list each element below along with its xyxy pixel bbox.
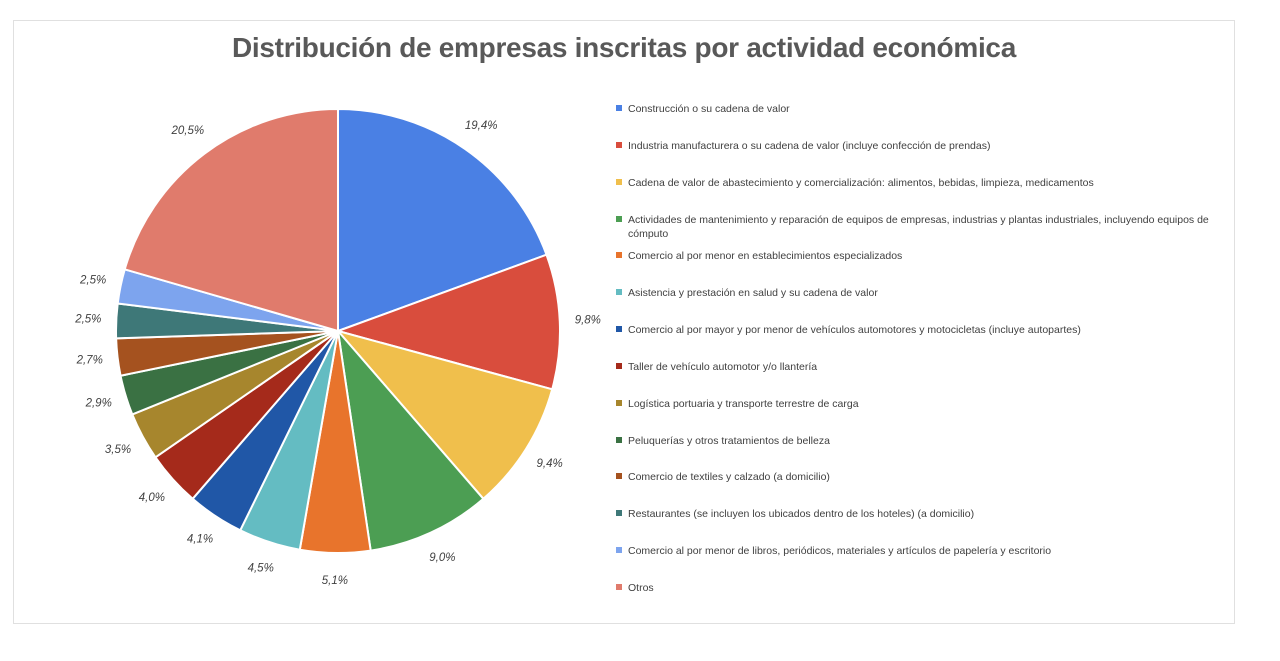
- slice-percent-label: 2,5%: [79, 275, 106, 287]
- slice-percent-label: 4,1%: [187, 533, 213, 545]
- legend-item: Cadena de valor de abastecimiento y come…: [616, 176, 1221, 213]
- legend-item: Comercio al por menor en establecimiento…: [616, 249, 1221, 286]
- legend-item: Peluquerías y otros tratamientos de bell…: [616, 434, 1221, 471]
- legend-label: Taller de vehículo automotor y/o llanter…: [628, 360, 818, 373]
- legend-marker-icon: [616, 105, 622, 111]
- legend-item: Industria manufacturera o su cadena de v…: [616, 139, 1221, 176]
- legend-item: Logística portuaria y transporte terrest…: [616, 397, 1221, 434]
- legend-label: Asistencia y prestación en salud y su ca…: [628, 287, 878, 300]
- legend-marker-icon: [616, 473, 622, 480]
- slice-percent-label: 19,4%: [465, 120, 498, 132]
- slice-percent-label: 4,0%: [139, 492, 165, 504]
- legend-label: Logística portuaria y transporte terrest…: [628, 397, 859, 410]
- legend-marker-icon: [616, 252, 622, 259]
- legend-marker-icon: [616, 326, 622, 333]
- legend-marker-icon: [616, 399, 622, 406]
- legend-label: Restaurantes (se incluyen los ubicados d…: [628, 508, 975, 521]
- legend-item: Comercio de textiles y calzado (a domici…: [616, 470, 1221, 507]
- legend-marker-icon: [616, 141, 622, 148]
- legend-marker-icon: [616, 547, 622, 554]
- slice-percent-label: 2,7%: [76, 354, 103, 366]
- legend-marker-icon: [616, 583, 622, 590]
- chart-legend: Construcción o su cadena de valor Industr…: [616, 102, 1221, 618]
- slice-percent-label: 2,9%: [85, 398, 112, 410]
- legend-marker-icon: [616, 178, 622, 185]
- legend-item: Construcción o su cadena de valor: [616, 102, 1221, 139]
- pie-slice-1[interactable]: [337, 108, 548, 332]
- legend-label: Industria manufacturera o su cadena de v…: [628, 139, 991, 152]
- chart-title: Distribución de empresas inscritas por a…: [232, 32, 1016, 63]
- slice-percent-label: 9,4%: [536, 458, 562, 470]
- legend-label: Comercio de textiles y calzado (a domici…: [628, 471, 830, 484]
- legend-item: Comercio al por menor de libros, periódi…: [616, 544, 1221, 581]
- legend-label: Comercio al por mayor y por menor de veh…: [628, 324, 1081, 337]
- pie-chart: 19,4% 9,8% 9,4% 9,0% 5,1% 4,5% 4,1% 4,0% 3,5% 2,9…: [74, 108, 601, 587]
- slice-percent-label: 4,5%: [248, 563, 274, 575]
- legend-item: Taller de vehículo automotor y/o llanter…: [616, 360, 1221, 397]
- legend-marker-icon: [616, 436, 622, 443]
- legend-item: Restaurantes (se incluyen los ubicados d…: [616, 507, 1221, 544]
- legend-label: Cadena de valor de abastecimiento y come…: [628, 176, 1094, 189]
- legend-marker-icon: [616, 362, 622, 369]
- legend-item: Otros: [616, 581, 1221, 618]
- chart-frame[interactable]: Distribución de empresas inscritas por a…: [13, 20, 1235, 624]
- pie-slice-2[interactable]: [337, 253, 561, 391]
- legend-marker-icon: [616, 510, 622, 517]
- legend-label: Actividades de mantenimiento y reparació…: [628, 213, 1209, 241]
- legend-label: Construcción o su cadena de valor: [628, 103, 790, 115]
- slice-percent-label: 3,5%: [105, 444, 131, 456]
- legend-item: Actividades de mantenimiento y reparació…: [616, 213, 1221, 250]
- pie-slice-14[interactable]: [123, 108, 339, 332]
- legend-marker-icon: [616, 289, 622, 296]
- legend-item: Comercio al por mayor y por menor de veh…: [616, 323, 1221, 360]
- legend-label: Comercio al por menor de libros, periódi…: [628, 545, 1052, 558]
- pie-slice-3[interactable]: [337, 330, 554, 500]
- slice-percent-label: 20,5%: [170, 125, 204, 137]
- legend-label: Comercio al por menor en establecimiento…: [628, 250, 903, 263]
- pie-slice-4[interactable]: [337, 330, 485, 552]
- slice-percent-label: 5,1%: [322, 575, 348, 587]
- legend-label: Peluquerías y otros tratamientos de bell…: [628, 434, 830, 447]
- slice-percent-label: 2,5%: [74, 314, 101, 326]
- legend-label: Otros: [628, 581, 654, 594]
- legend-marker-icon: [616, 215, 622, 222]
- slice-percent-label: 9,8%: [575, 314, 601, 326]
- slice-percent-label: 9,0%: [429, 552, 455, 564]
- legend-item: Asistencia y prestación en salud y su ca…: [616, 286, 1221, 323]
